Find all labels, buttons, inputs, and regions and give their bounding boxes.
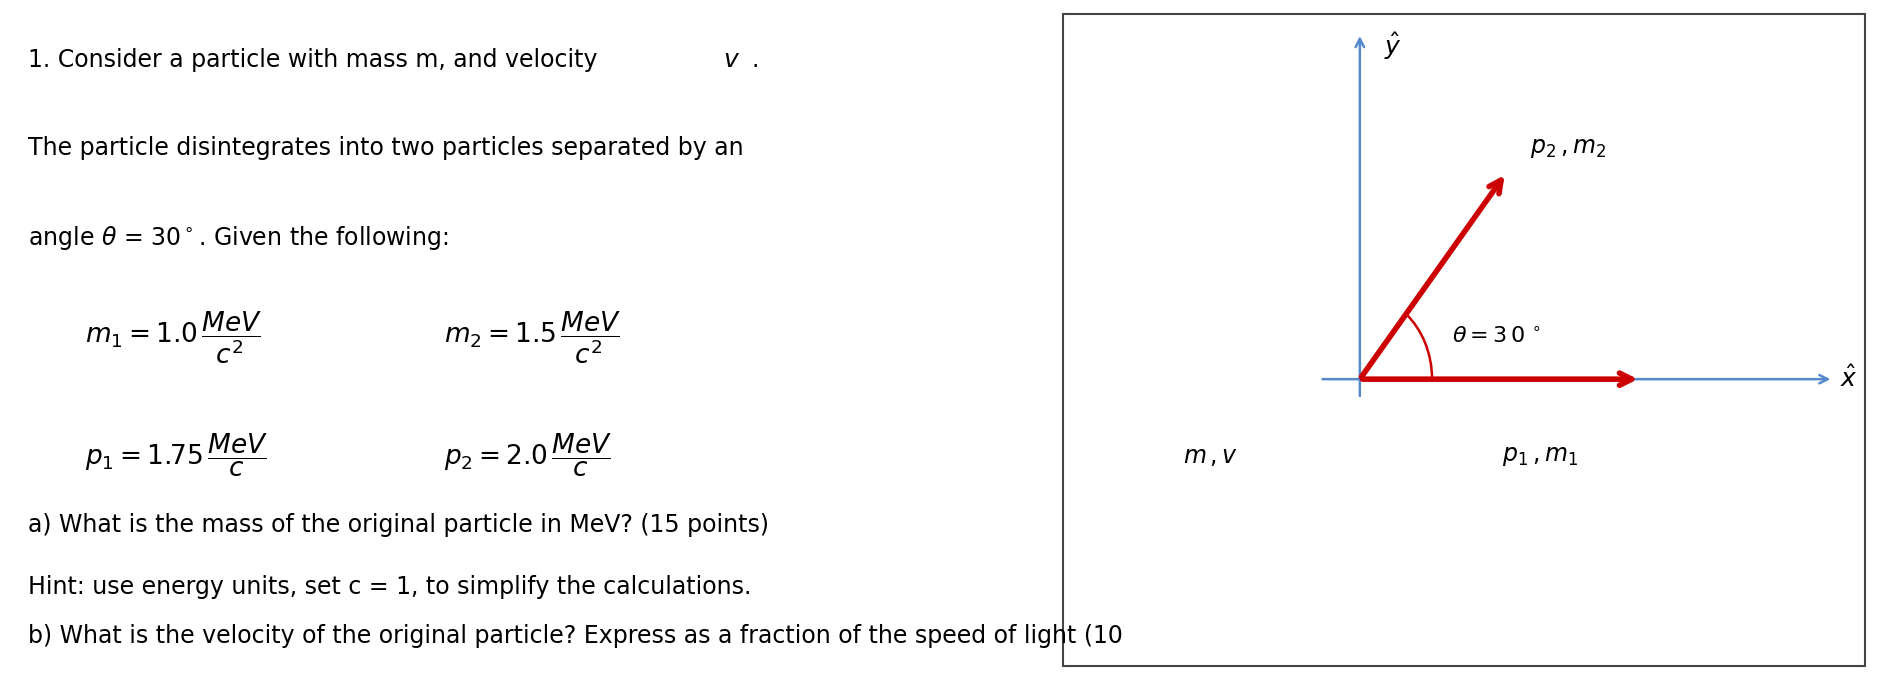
Text: $p_2 = 2.0\,\dfrac{MeV}{c}$: $p_2 = 2.0\,\dfrac{MeV}{c}$: [444, 432, 612, 479]
Bar: [1063, 14, 1865, 666]
Text: a) What is the mass of the original particle in MeV? (15 points): a) What is the mass of the original part…: [28, 513, 768, 537]
Text: $m_1 = 1.0\,\dfrac{MeV}{c^2}$: $m_1 = 1.0\,\dfrac{MeV}{c^2}$: [85, 309, 262, 366]
Text: 1. Consider a particle with mass m, and velocity: 1. Consider a particle with mass m, and …: [28, 48, 606, 71]
Text: The particle disintegrates into two particles separated by an: The particle disintegrates into two part…: [28, 136, 744, 160]
Text: .: .: [751, 48, 759, 71]
Text: $m\,,v$: $m\,,v$: [1184, 445, 1239, 469]
Text: $p_1 = 1.75\,\dfrac{MeV}{c}$: $p_1 = 1.75\,\dfrac{MeV}{c}$: [85, 432, 268, 479]
Text: $\hat{x}$: $\hat{x}$: [1839, 366, 1858, 392]
Text: $\theta = 3\,0\,^\circ$: $\theta = 3\,0\,^\circ$: [1452, 326, 1541, 347]
Text: b) What is the velocity of the original particle? Express as a fraction of the s: b) What is the velocity of the original …: [28, 624, 1123, 648]
Text: $p_2\,,m_2$: $p_2\,,m_2$: [1531, 136, 1607, 160]
Text: $\hat{y}$: $\hat{y}$: [1384, 30, 1401, 62]
Text: $v$: $v$: [723, 48, 740, 71]
Text: Hint: use energy units, set c = 1, to simplify the calculations.: Hint: use energy units, set c = 1, to si…: [28, 575, 751, 598]
Text: angle $\theta$ = 30$^\circ$. Given the following:: angle $\theta$ = 30$^\circ$. Given the f…: [28, 224, 449, 252]
Text: $p_1\,,m_1$: $p_1\,,m_1$: [1503, 445, 1578, 469]
Text: $m_2 = 1.5\,\dfrac{MeV}{c^2}$: $m_2 = 1.5\,\dfrac{MeV}{c^2}$: [444, 309, 621, 366]
